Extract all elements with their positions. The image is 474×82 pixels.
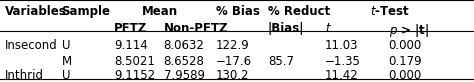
Text: 8.6528: 8.6528 (164, 55, 204, 68)
Text: $t$-Test: $t$-Test (370, 5, 410, 18)
Text: Sample: Sample (62, 5, 110, 18)
Text: 9.114: 9.114 (114, 39, 147, 52)
Text: −17.6: −17.6 (216, 55, 252, 68)
Text: 0.179: 0.179 (389, 55, 422, 68)
Text: M: M (62, 55, 72, 68)
Text: $p$ > |t|: $p$ > |t| (389, 22, 429, 40)
Text: Insecond: Insecond (5, 39, 57, 52)
Text: Non-PFTZ: Non-PFTZ (164, 22, 228, 36)
Text: % Reduct: % Reduct (268, 5, 330, 18)
Text: 122.9: 122.9 (216, 39, 249, 52)
Text: 7.9589: 7.9589 (164, 69, 204, 82)
Text: Mean: Mean (142, 5, 178, 18)
Text: −1.35: −1.35 (325, 55, 361, 68)
Text: |Bias|: |Bias| (268, 22, 304, 36)
Text: U: U (62, 39, 70, 52)
Text: PFTZ: PFTZ (114, 22, 147, 36)
Text: U: U (62, 69, 70, 82)
Text: % Bias: % Bias (216, 5, 260, 18)
Text: 0.000: 0.000 (389, 69, 422, 82)
Text: 8.0632: 8.0632 (164, 39, 204, 52)
Text: Inthrid: Inthrid (5, 69, 44, 82)
Text: 11.42: 11.42 (325, 69, 358, 82)
Text: 85.7: 85.7 (268, 55, 294, 68)
Text: $t$: $t$ (325, 22, 332, 36)
Text: 8.5021: 8.5021 (114, 55, 155, 68)
Text: 130.2: 130.2 (216, 69, 249, 82)
Text: 11.03: 11.03 (325, 39, 358, 52)
Text: 0.000: 0.000 (389, 39, 422, 52)
Text: 9.1152: 9.1152 (114, 69, 155, 82)
Text: Variables: Variables (5, 5, 66, 18)
